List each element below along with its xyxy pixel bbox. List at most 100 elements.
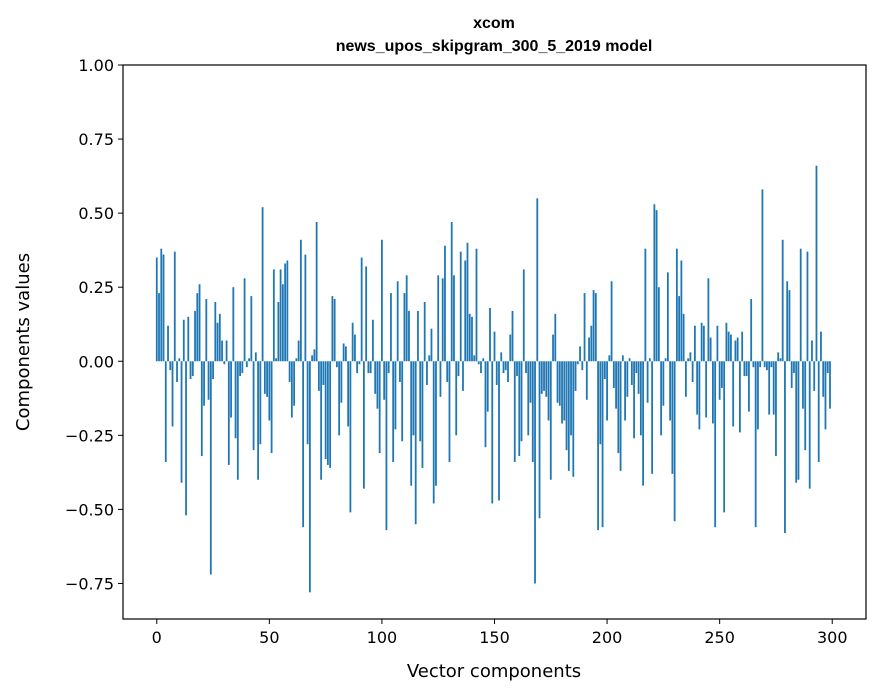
bar-25 — [212, 361, 214, 380]
bar-242 — [700, 322, 703, 362]
bar-293 — [815, 165, 818, 362]
bar-282 — [790, 361, 793, 388]
bar-193 — [590, 325, 593, 362]
bar-36 — [236, 361, 239, 480]
bar-227 — [666, 272, 669, 362]
x-tick-label: 150 — [479, 628, 510, 647]
bar-264 — [750, 299, 753, 362]
bar-163 — [522, 269, 525, 362]
x-tick-label: 250 — [704, 628, 735, 647]
bar-39 — [243, 278, 246, 362]
bar-130 — [448, 361, 451, 462]
bar-150 — [493, 331, 496, 362]
bar-232 — [678, 296, 681, 362]
bar-244 — [705, 361, 708, 418]
bar-66 — [304, 254, 307, 362]
bar-101 — [383, 361, 386, 400]
x-axis-label: Vector components — [407, 661, 581, 682]
bar-100 — [381, 239, 383, 362]
bar-258 — [736, 337, 739, 362]
bar-96 — [372, 319, 374, 362]
bar-222 — [655, 210, 658, 362]
bar-206 — [619, 361, 622, 471]
bar-252 — [723, 361, 726, 513]
bar-60 — [290, 361, 293, 418]
bar-1 — [158, 293, 160, 362]
bar-273 — [770, 361, 773, 368]
bar-261 — [743, 361, 746, 377]
bar-154 — [502, 361, 505, 374]
bar-190 — [583, 293, 586, 362]
plot-frame — [122, 64, 867, 620]
bar-74 — [322, 361, 325, 385]
bar-54 — [277, 302, 280, 362]
bar-221 — [653, 204, 656, 362]
bar-180 — [561, 361, 563, 424]
bar-248 — [714, 361, 717, 528]
bar-127 — [441, 278, 444, 362]
bar-73 — [320, 361, 323, 480]
bar-226 — [664, 358, 667, 362]
bar-131 — [450, 222, 453, 362]
bar-109 — [401, 361, 404, 442]
bar-262 — [745, 361, 748, 377]
bar-219 — [648, 358, 651, 362]
bar-295 — [820, 331, 822, 362]
bar-78 — [331, 296, 334, 362]
y-axis-ticks: −0.75 −0.50 −0.25 0.00 0.25 0.50 0.75 1.00 — [65, 56, 123, 593]
bar-271 — [766, 361, 768, 371]
bar-299 — [829, 361, 831, 409]
bar-18 — [196, 293, 199, 362]
bar-168 — [534, 361, 536, 584]
x-tick-label: 300 — [817, 628, 848, 647]
bar-88 — [354, 334, 356, 362]
bar-141 — [473, 355, 476, 362]
bar-129 — [446, 361, 449, 382]
bar-260 — [741, 331, 744, 362]
bar-281 — [788, 290, 791, 362]
bar-13 — [185, 361, 187, 516]
bar-61 — [293, 361, 296, 406]
bar-235 — [684, 361, 687, 397]
bar-102 — [385, 361, 388, 531]
bar-121 — [428, 355, 431, 362]
bar-81 — [338, 361, 341, 436]
bar-198 — [601, 361, 604, 528]
bar-231 — [675, 248, 678, 362]
bar-85 — [347, 361, 350, 427]
bar-140 — [471, 316, 473, 362]
bar-204 — [615, 361, 617, 409]
bar-69 — [311, 355, 314, 362]
chart-title-line2: news_upos_skipgram_300_5_2019 model — [336, 38, 653, 55]
bar-230 — [673, 361, 676, 522]
bar-172 — [543, 361, 545, 391]
bar-146 — [484, 361, 487, 448]
bar-197 — [599, 361, 602, 445]
bar-68 — [308, 361, 311, 593]
x-axis-ticks: 0 50 100 150 200 250 300 — [152, 619, 848, 647]
bar-297 — [824, 361, 827, 430]
bar-145 — [482, 358, 485, 362]
bar-136 — [462, 361, 464, 391]
chart-title-line1: xcom — [473, 15, 515, 32]
bar-268 — [759, 361, 762, 368]
bar-4 — [164, 361, 167, 462]
bar-167 — [531, 361, 534, 462]
bar-279 — [784, 361, 786, 534]
bar-257 — [734, 340, 737, 362]
bar-229 — [671, 361, 674, 474]
bar-26 — [214, 302, 217, 362]
bar-294 — [817, 361, 820, 462]
bar-8 — [173, 251, 176, 362]
bar-15 — [189, 361, 192, 380]
bar-87 — [351, 322, 354, 362]
bar-63 — [297, 340, 300, 362]
bar-80 — [335, 361, 338, 368]
bar-75 — [324, 361, 327, 460]
bar-276 — [777, 352, 780, 362]
bar-59 — [288, 361, 291, 382]
bar-98 — [376, 361, 379, 409]
bar-285 — [797, 361, 800, 480]
bar-86 — [349, 361, 352, 513]
bar-27 — [216, 322, 219, 362]
